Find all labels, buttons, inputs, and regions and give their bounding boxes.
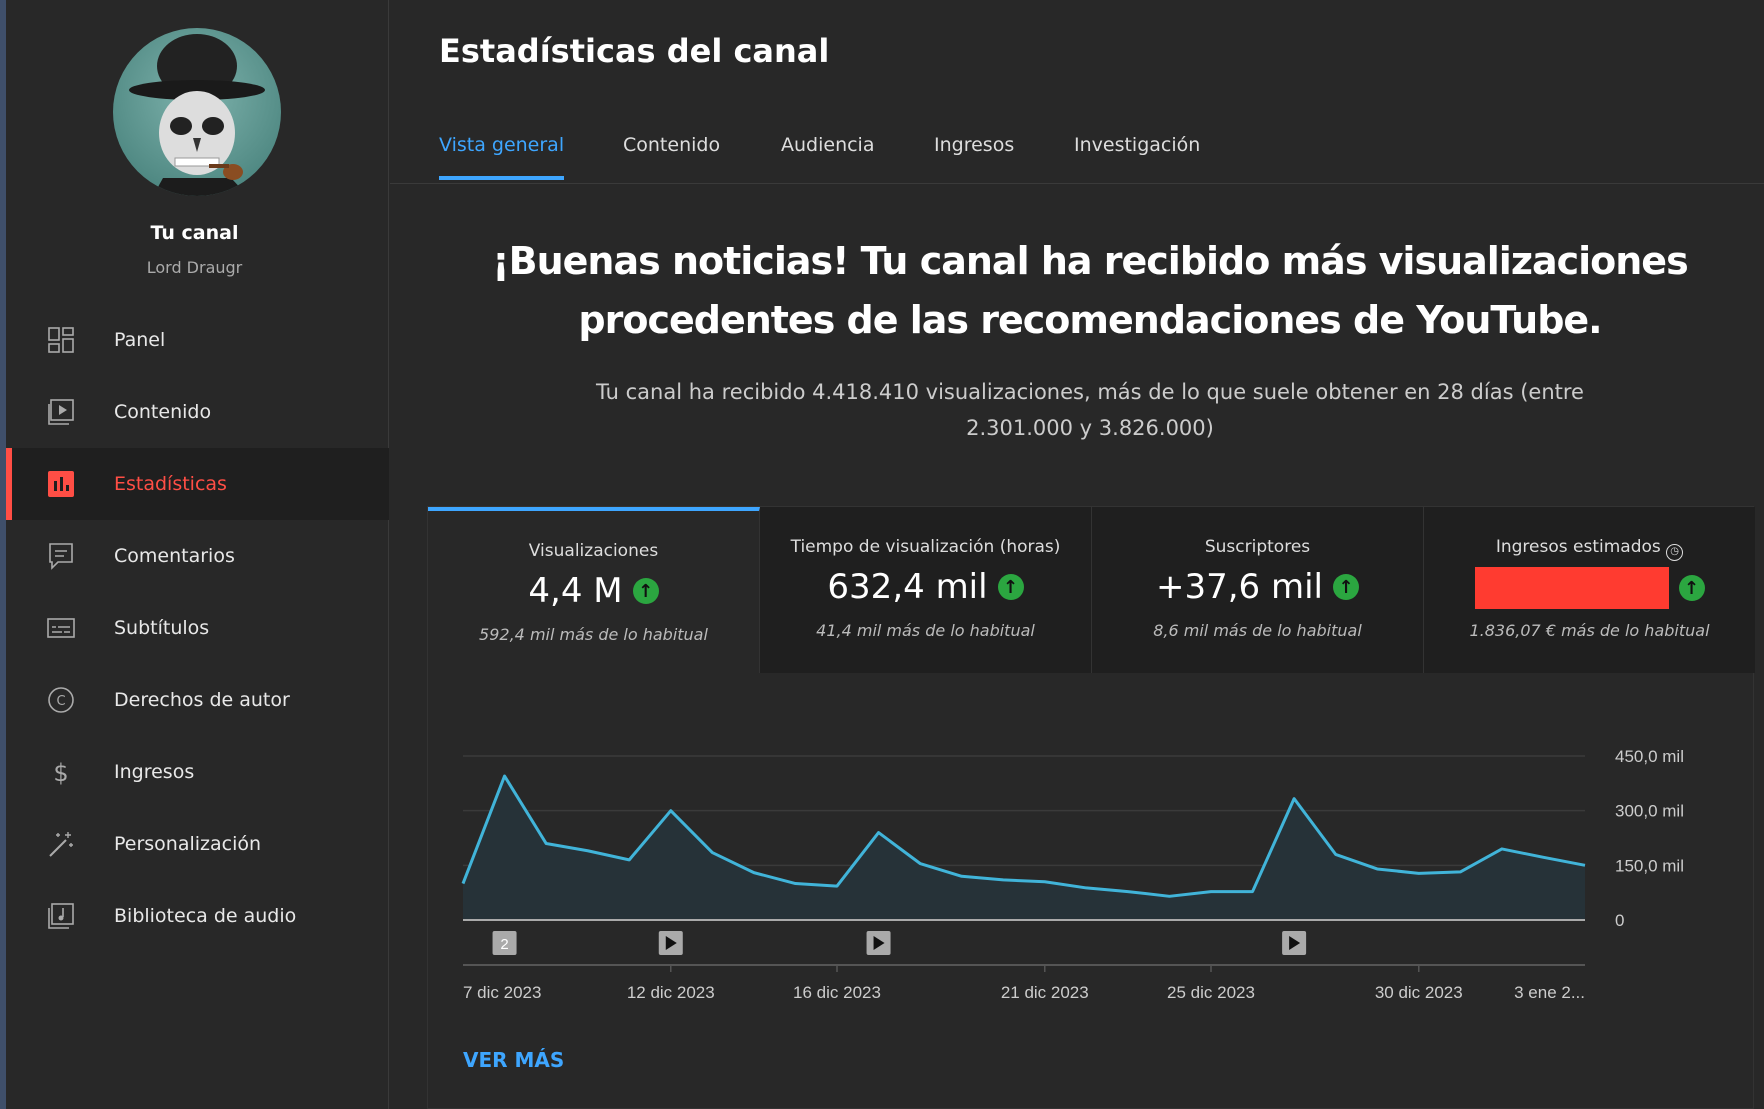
headline-line: ¡Buenas noticias! Tu canal ha recibido m… bbox=[492, 239, 1688, 283]
arrow-up-icon: ↑ bbox=[997, 574, 1024, 600]
channel-label: Tu canal bbox=[150, 222, 239, 244]
video-icon bbox=[48, 399, 74, 425]
sidebar-item-label: Contenido bbox=[114, 401, 212, 423]
sidebar-item-analytics[interactable]: Estadísticas bbox=[6, 448, 389, 520]
y-tick-label: 300,0 mil bbox=[1615, 802, 1684, 821]
metric-label: Ingresos estimados bbox=[1495, 537, 1661, 557]
window-edge bbox=[0, 0, 6, 1109]
x-tick-label: 3 ene 2... bbox=[1514, 983, 1585, 1002]
page-title: Estadísticas del canal bbox=[439, 32, 830, 70]
dollar-icon: $ bbox=[53, 759, 68, 787]
sidebar-item-label: Subtítulos bbox=[114, 617, 210, 639]
y-tick-label: 0 bbox=[1615, 911, 1624, 930]
sidebar: Tu canal Lord Draugr Panel Contenido Estad… bbox=[0, 0, 389, 1109]
tab-research[interactable]: Investigación bbox=[1074, 134, 1201, 156]
video-count-marker bbox=[492, 931, 517, 955]
y-tick-label: 450,0 mil bbox=[1615, 747, 1684, 766]
banner-headline: ¡Buenas noticias! Tu canal ha recibido m… bbox=[490, 232, 1690, 350]
sidebar-item-label: Estadísticas bbox=[114, 473, 227, 495]
arrow-up-icon: ↑ bbox=[632, 578, 659, 604]
metric-label: Tiempo de visualización (horas) bbox=[790, 537, 1061, 557]
views-chart: 0 150,0 mil 300,0 mil 450,0 mil 2 7 dic 2023 1… bbox=[461, 747, 1684, 1002]
area-fill bbox=[463, 776, 1585, 920]
sidebar-item-dollar[interactable]: $ Ingresos bbox=[6, 736, 389, 808]
metric-card-revenue[interactable]: Ingresos estimados ◷ ↑ 1.836,07 € más de… bbox=[1424, 507, 1755, 673]
x-tick-label: 12 dic 2023 bbox=[627, 983, 715, 1002]
metric-value: +37,6 mil bbox=[1155, 567, 1323, 607]
copyright-icon: C bbox=[48, 687, 74, 713]
avatar[interactable] bbox=[113, 28, 281, 196]
metric-card-watch-time[interactable]: Tiempo de visualización (horas) 632,4 mi… bbox=[760, 507, 1092, 673]
sidebar-item-label: Panel bbox=[114, 329, 166, 351]
metric-label-wrap: Ingresos estimados ◷ bbox=[1424, 537, 1755, 561]
sidebar-item-audio-library[interactable]: Biblioteca de audio bbox=[6, 880, 389, 952]
audio-library-icon bbox=[48, 903, 74, 929]
metric-compare: 41,4 mil más de lo habitual bbox=[816, 621, 1035, 640]
sidebar-item-dashboard[interactable]: Panel bbox=[6, 304, 389, 376]
metric-value: 4,4 M bbox=[528, 571, 623, 611]
sidebar-item-label: Personalización bbox=[114, 833, 262, 855]
skull-avatar-icon bbox=[129, 34, 265, 196]
redacted-value bbox=[1474, 567, 1669, 609]
play-icon bbox=[873, 936, 885, 950]
sidebar-item-comment[interactable]: Comentarios bbox=[6, 520, 389, 592]
metric-label: Suscriptores bbox=[1204, 537, 1311, 557]
tab-content[interactable]: Contenido bbox=[623, 134, 721, 156]
x-tick-label: 16 dic 2023 bbox=[793, 983, 881, 1002]
svg-text:C: C bbox=[56, 694, 65, 709]
dashboard-icon bbox=[48, 327, 74, 353]
stats-panel: Visualizaciones 4,4 M ↑ 592,4 mil más de … bbox=[427, 506, 1755, 1109]
arrow-up-icon: ↑ bbox=[1333, 574, 1359, 600]
sidebar-item-video[interactable]: Contenido bbox=[6, 376, 389, 448]
x-tick-label: 7 dic 2023 bbox=[463, 983, 541, 1002]
magic-wand-icon bbox=[49, 832, 73, 857]
sidebar-item-label: Biblioteca de audio bbox=[114, 905, 297, 927]
metric-compare: 1.836,07 € más de lo habitual bbox=[1469, 621, 1710, 640]
sidebar-item-copyright[interactable]: C Derechos de autor bbox=[6, 664, 389, 736]
x-tick-label: 30 dic 2023 bbox=[1375, 983, 1463, 1002]
see-more-link[interactable]: VER MÁS bbox=[463, 1048, 565, 1072]
metric-card-views[interactable]: Visualizaciones 4,4 M ↑ 592,4 mil más de … bbox=[428, 507, 760, 673]
banner-text: Tu canal ha recibido 4.418.410 visualiza… bbox=[596, 380, 1584, 440]
x-tick-label: 21 dic 2023 bbox=[1001, 983, 1089, 1002]
metric-compare: 8,6 mil más de lo habitual bbox=[1153, 621, 1362, 640]
channel-name: Lord Draugr bbox=[146, 258, 243, 277]
tab-revenue[interactable]: Ingresos bbox=[934, 134, 1015, 156]
tab-bar: Vista general Contenido Audiencia Ingres… bbox=[390, 120, 1764, 184]
x-tick-label: 25 dic 2023 bbox=[1167, 983, 1255, 1002]
comment-icon bbox=[49, 543, 73, 570]
metric-label: Visualizaciones bbox=[528, 541, 659, 561]
tab-overview[interactable]: Vista general bbox=[439, 134, 565, 180]
headline-line: procedentes de las recomendaciones de Yo… bbox=[578, 298, 1602, 342]
sidebar-item-label: Comentarios bbox=[114, 545, 235, 567]
sidebar-item-label: Ingresos bbox=[114, 761, 195, 783]
clock-icon: ◷ bbox=[1666, 544, 1684, 561]
sidebar-item-magic-wand[interactable]: Personalización bbox=[6, 808, 389, 880]
arrow-up-icon: ↑ bbox=[1678, 575, 1705, 601]
play-icon bbox=[1289, 936, 1301, 950]
metric-card-subscribers[interactable]: Suscriptores +37,6 mil ↑ 8,6 mil más de l… bbox=[1092, 507, 1424, 673]
sidebar-item-label: Derechos de autor bbox=[114, 689, 290, 711]
y-tick-label: 150,0 mil bbox=[1615, 856, 1684, 875]
subtitles-icon bbox=[47, 618, 75, 638]
svg-text:$: $ bbox=[53, 759, 68, 787]
main: Estadísticas del canal Vista general Con… bbox=[390, 0, 1764, 1109]
metric-value: 632,4 mil bbox=[827, 567, 988, 607]
tab-audience[interactable]: Audiencia bbox=[781, 134, 875, 156]
metric-compare: 592,4 mil más de lo habitual bbox=[479, 625, 708, 644]
play-icon bbox=[665, 936, 677, 950]
marker-label: 2 bbox=[500, 936, 508, 953]
analytics-icon bbox=[48, 471, 74, 497]
series-line bbox=[461, 774, 1586, 898]
sidebar-item-subtitles[interactable]: Subtítulos bbox=[6, 592, 389, 664]
